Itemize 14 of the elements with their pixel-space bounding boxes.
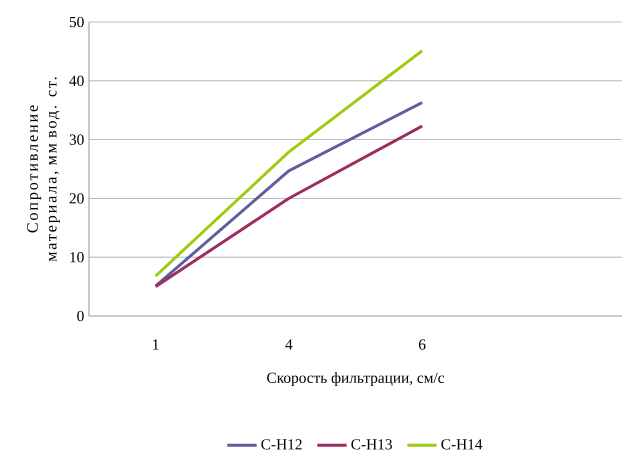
x-tick-label: 6 <box>418 340 426 350</box>
y-tick-label: 0 <box>77 310 84 322</box>
y-tick-label: 20 <box>70 193 84 204</box>
y-axis-title: Сопротивление материала, мм вод. ст. <box>27 77 60 262</box>
y-tick-label: 10 <box>70 252 84 263</box>
y-tick-label: 30 <box>70 134 84 145</box>
x-tick-label: 1 <box>153 340 159 350</box>
y-tick-label: 40 <box>69 76 84 86</box>
x-axis-title: Скорость фильтрации, см/с <box>267 372 444 386</box>
x-tick-label: 4 <box>285 340 292 350</box>
legend-label: С-Н12 <box>261 439 302 450</box>
legend-label: С-Н13 <box>351 439 392 450</box>
y-tick-label: 50 <box>70 16 84 28</box>
legend-label: С-Н14 <box>441 439 482 450</box>
